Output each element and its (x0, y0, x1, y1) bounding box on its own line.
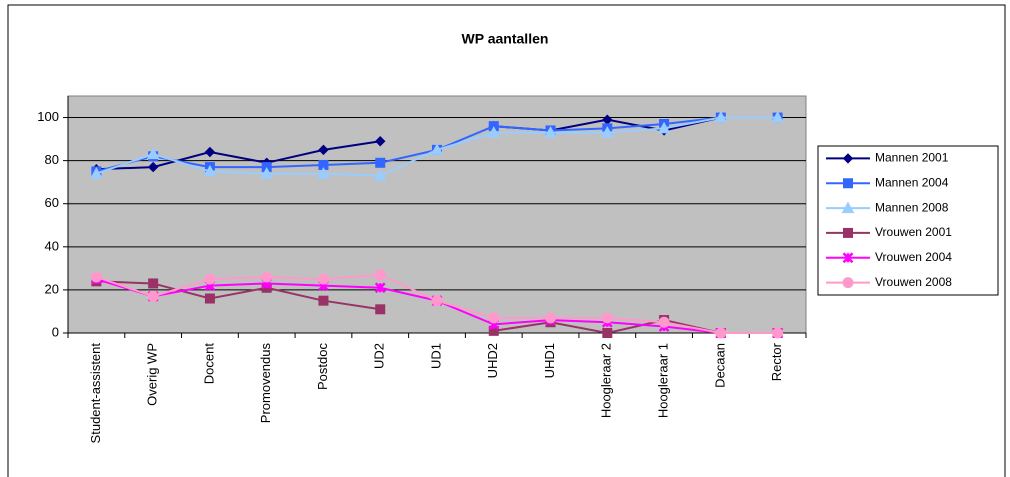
legend-marker (842, 252, 854, 264)
x-tick-label: Hoogleraar 2 (599, 343, 614, 418)
legend-label: Mannen 2004 (875, 175, 949, 189)
marker (147, 290, 159, 302)
marker (373, 169, 387, 181)
legend-label: Vrouwen 2004 (875, 250, 952, 264)
y-tick-label: 40 (45, 238, 59, 253)
marker (375, 304, 386, 315)
marker (375, 157, 386, 168)
marker (204, 293, 215, 304)
marker (146, 147, 160, 160)
legend-label: Mannen 2008 (875, 200, 949, 214)
legend-label: Vrouwen 2008 (875, 275, 952, 289)
legend-marker (843, 227, 853, 238)
y-tick-label: 20 (45, 281, 59, 296)
x-tick-label: Docent (201, 343, 216, 385)
legend-marker (841, 201, 855, 214)
marker (90, 167, 103, 179)
marker (317, 167, 330, 179)
x-tick-label: UD2 (372, 343, 387, 369)
x-tick-label: Overig WP (145, 343, 160, 406)
marker (714, 111, 728, 123)
marker (658, 316, 670, 328)
marker (260, 167, 274, 179)
x-tick-label: Hoogleraar 1 (656, 343, 671, 418)
marker (430, 143, 444, 155)
y-tick-label: 100 (37, 109, 59, 124)
marker (487, 126, 501, 138)
marker (715, 327, 727, 339)
marker (772, 327, 784, 339)
x-tick-label: UHD2 (485, 343, 500, 378)
marker (374, 269, 386, 281)
marker (600, 126, 614, 138)
y-tick-label: 0 (52, 324, 59, 339)
legend-marker (842, 277, 854, 289)
chart-title: WP aantallen (462, 31, 549, 47)
legend-marker (842, 153, 854, 164)
x-tick-label: Student-assistent (88, 343, 103, 444)
marker (318, 295, 329, 306)
legend-label: Mannen 2001 (875, 151, 949, 165)
marker (204, 273, 216, 285)
x-tick-label: Decaan (712, 343, 727, 388)
x-tick-label: Postdoc (315, 343, 330, 390)
x-tick-label: Promovendus (258, 343, 273, 424)
x-tick-label: UHD1 (542, 343, 557, 378)
marker (261, 271, 273, 283)
marker (488, 312, 500, 324)
chart-border (7, 4, 1006, 477)
marker (657, 121, 671, 134)
marker (771, 111, 784, 123)
marker (204, 146, 216, 158)
marker (431, 295, 443, 307)
marker (147, 161, 159, 173)
marker (203, 164, 217, 177)
y-tick-label: 80 (45, 152, 59, 167)
legend-marker (843, 178, 853, 189)
y-tick-label: 60 (45, 195, 59, 210)
marker (545, 312, 557, 324)
marker (317, 273, 329, 285)
marker (375, 136, 386, 147)
marker (148, 278, 159, 289)
marker (544, 126, 557, 138)
marker (90, 271, 102, 283)
x-tick-label: UD1 (428, 343, 443, 369)
marker (374, 282, 386, 294)
legend-box (817, 145, 999, 296)
x-tick-label: Rector (769, 342, 784, 381)
legend-label: Vrouwen 2001 (875, 225, 952, 239)
marker (601, 312, 613, 324)
marker (602, 328, 613, 338)
marker (318, 144, 329, 156)
